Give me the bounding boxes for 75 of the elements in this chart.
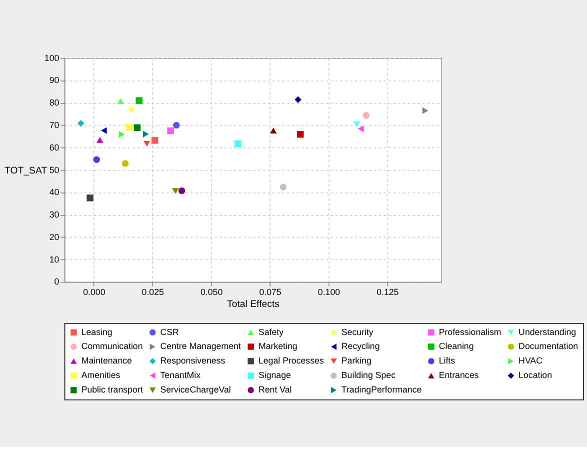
point (126, 124, 132, 131)
legend-label: Legal Processes (258, 356, 324, 366)
point (86, 194, 94, 202)
y-tick-label: 90 (49, 75, 60, 86)
legend-label: Amenities (81, 370, 121, 380)
point (142, 130, 149, 138)
legend-label: Recycling (341, 341, 380, 352)
point (77, 120, 84, 127)
point (270, 128, 277, 134)
x-tick-label: 0.125 (376, 287, 399, 298)
legend-label: Responsiveness (160, 356, 226, 366)
point (358, 125, 364, 132)
point (93, 156, 100, 164)
legend-label: Understanding (518, 326, 576, 337)
point (118, 130, 125, 138)
y-tick-label: 80 (49, 98, 60, 108)
point (234, 140, 242, 148)
point (178, 187, 186, 194)
legend-label: Maintenance (81, 356, 132, 366)
point (136, 97, 142, 104)
legend-label: ServiceChargeVal (160, 384, 231, 395)
y-tick-label: 20 (49, 232, 60, 242)
y-tick-label: 40 (49, 187, 60, 198)
point (294, 96, 302, 104)
x-axis-title: Total Effects (227, 299, 280, 310)
legend-label: Location (518, 370, 552, 380)
legend-label: Lifts (438, 356, 456, 366)
y-tick-label: 100 (44, 52, 60, 63)
legend-label: Documentation (518, 341, 578, 352)
point (122, 160, 129, 167)
legend-label: Public transport (81, 384, 144, 395)
legend-label: CSR (160, 326, 179, 337)
y-tick-label: 70 (49, 120, 60, 130)
point (96, 137, 104, 143)
legend-label: Marketing (258, 341, 298, 352)
legend-label: Parking (341, 356, 372, 366)
legend-label: Entrances (438, 370, 480, 380)
point (297, 130, 304, 138)
point (143, 140, 150, 147)
legend-label: HVAC (518, 356, 544, 366)
legend-label: Security (341, 326, 374, 337)
legend-label: Communication (81, 341, 143, 352)
point (134, 124, 141, 132)
point (100, 127, 107, 134)
x-tick-label: 0.025 (142, 287, 164, 298)
legend-label: TradingPerformance (341, 384, 422, 395)
point (172, 188, 179, 194)
legend-label: Building Spec (341, 370, 396, 380)
point (128, 106, 134, 113)
legend-label: TenantMix (160, 370, 202, 380)
legend-label: Signage (258, 370, 292, 380)
legend-label: Cleaning (438, 341, 474, 352)
legend-label: Rent Val (258, 384, 292, 395)
point (362, 112, 370, 119)
y-axis-title: TOT_SAT (4, 166, 48, 177)
point (167, 127, 174, 134)
point (173, 122, 180, 129)
x-tick-label: 0.100 (318, 287, 340, 298)
x-tick-label: 0.075 (259, 287, 282, 298)
y-tick-label: 50 (49, 164, 60, 175)
point (422, 107, 428, 114)
legend-label: Safety (258, 326, 284, 337)
x-tick-label: 0.050 (200, 287, 223, 298)
legend-label: Professionalism (438, 326, 502, 337)
legend-label: Leasing (81, 326, 112, 337)
x-tick-label: 0.000 (83, 287, 106, 298)
y-tick-label: 0 (54, 276, 60, 287)
y-tick-label: 60 (49, 142, 60, 152)
legend-label: Centre Management (160, 341, 242, 352)
point (117, 98, 124, 104)
y-tick-label: 10 (49, 254, 60, 264)
point (151, 137, 158, 144)
y-tick-label: 30 (49, 210, 60, 220)
point (353, 121, 360, 128)
point (280, 184, 287, 190)
